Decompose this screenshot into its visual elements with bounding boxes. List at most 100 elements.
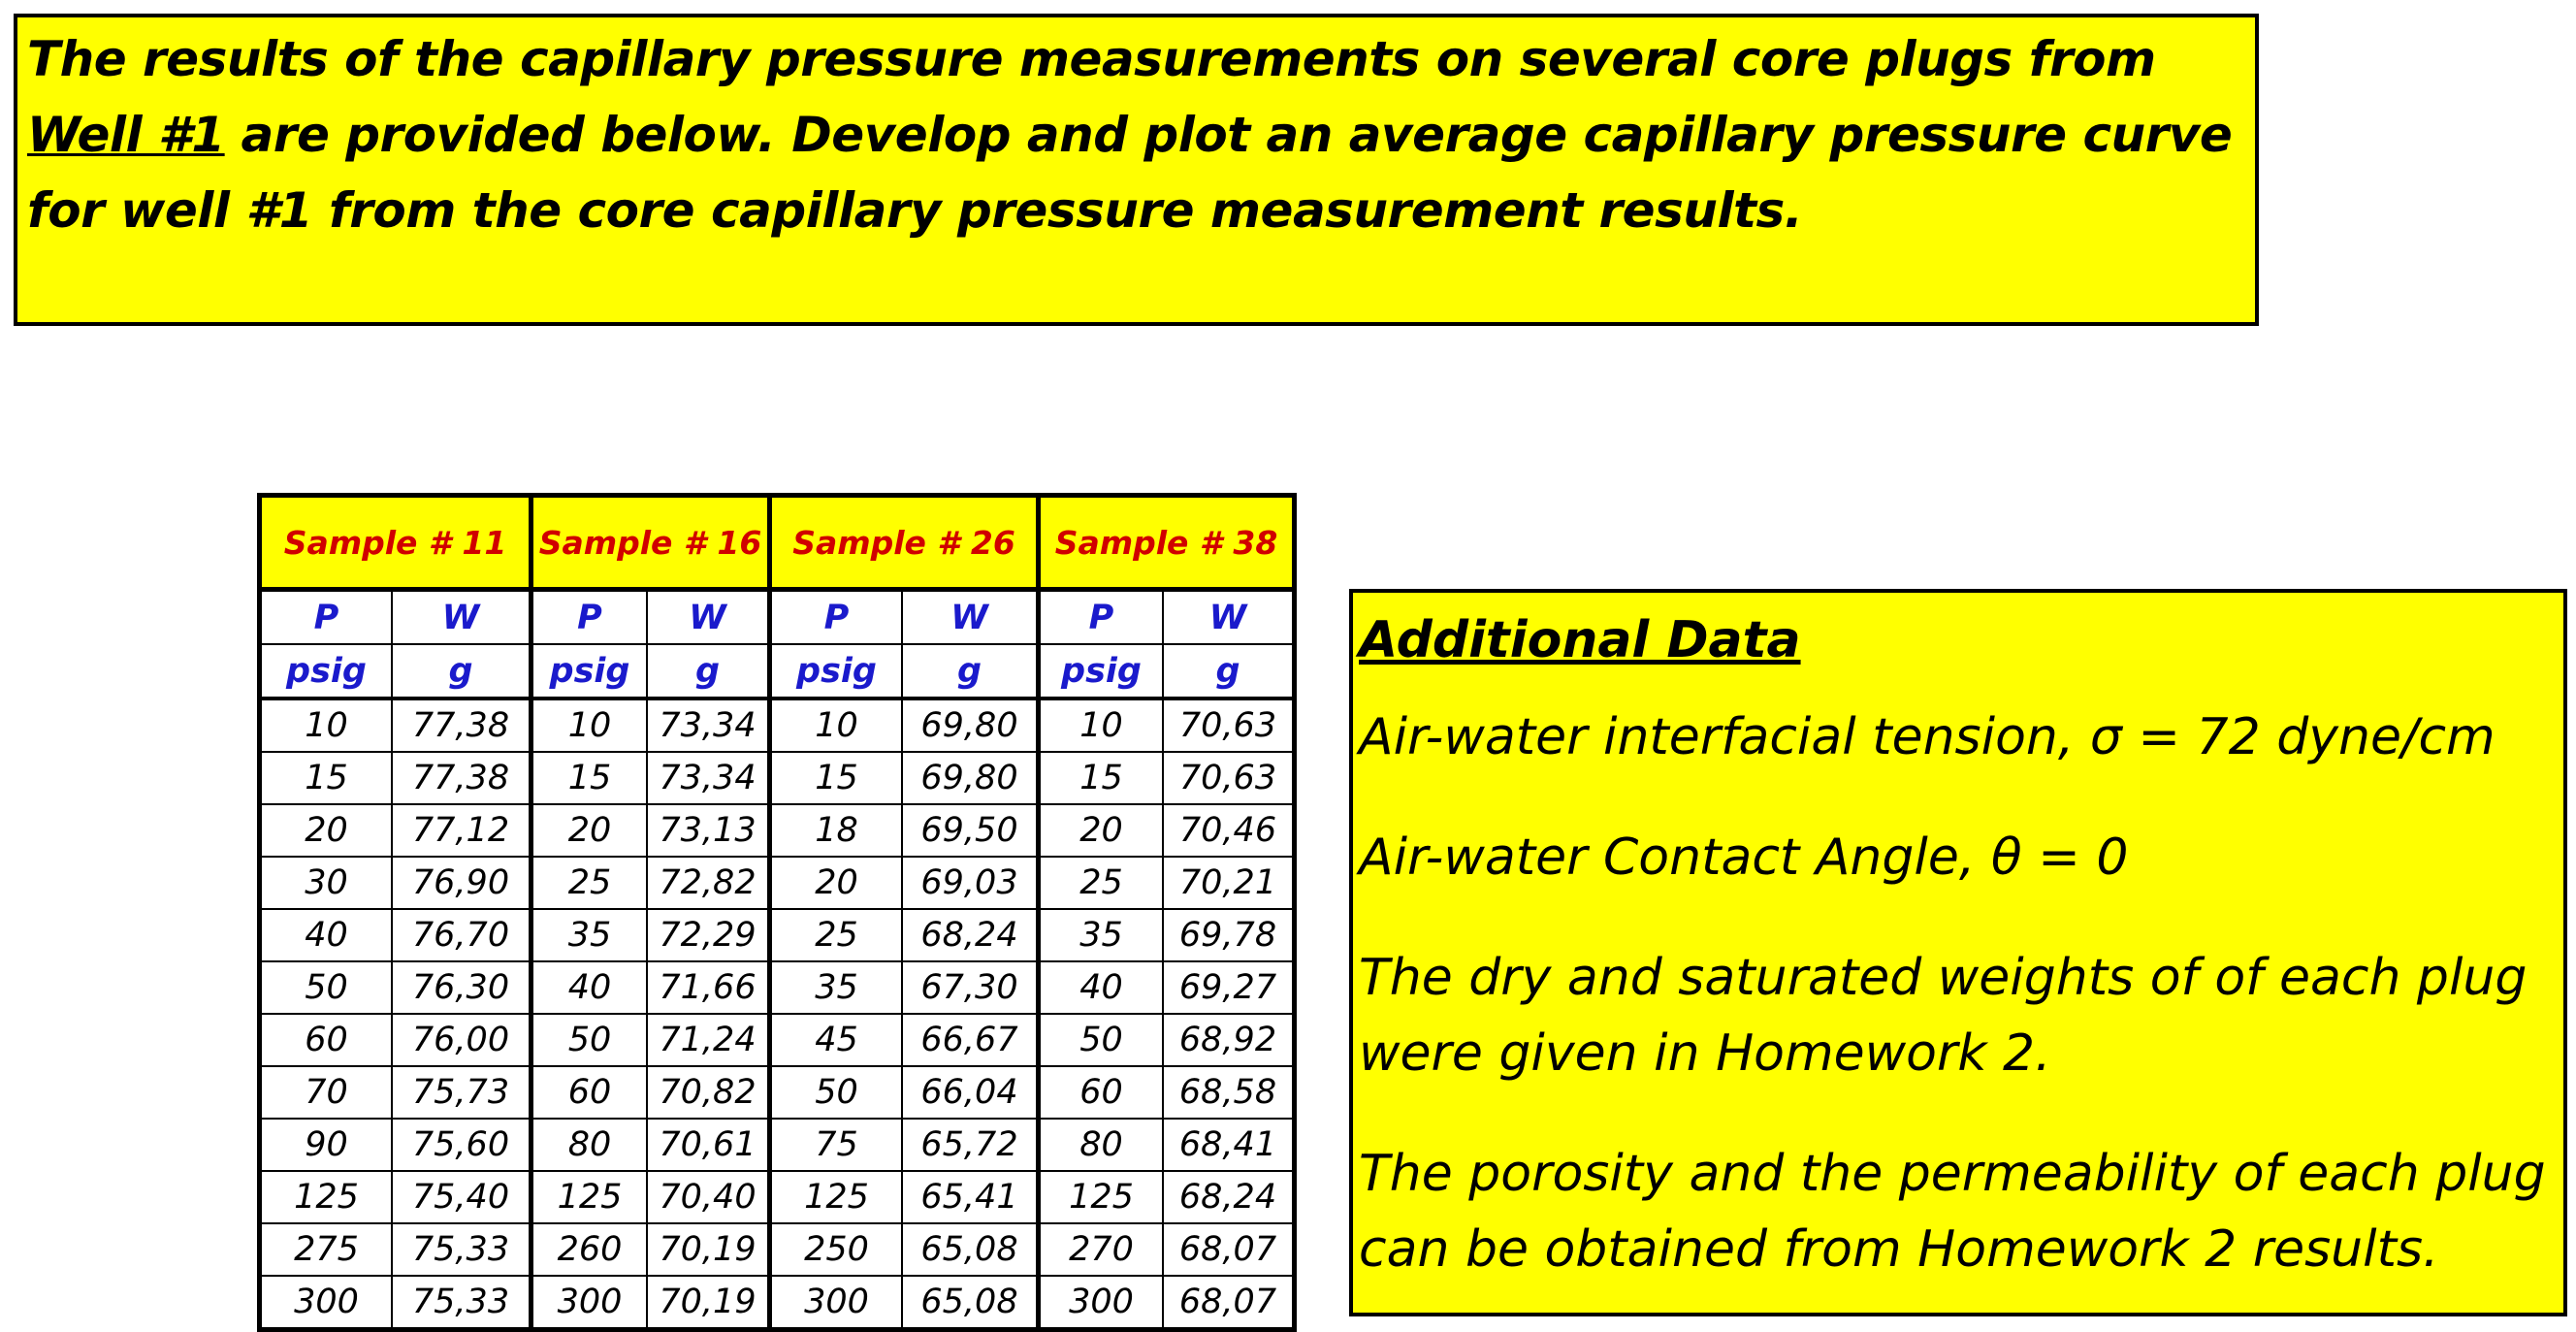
additional-item: Air-water Contact Angle, θ = 0 [1359,828,2129,887]
table-cell: 90 [258,1118,393,1172]
data-row: 90 75,60 80 70,61 75 65,72 80 68,41 [258,1118,1296,1172]
table-cell: 68,07 [1162,1275,1296,1331]
table-cell: 15 [1036,751,1164,805]
table-cell: 69,03 [901,856,1040,910]
data-row: 60 76,00 50 71,24 45 66,67 50 68,92 [258,1013,1296,1067]
table-cell: 60 [529,1065,648,1120]
column-name: P [258,588,393,645]
table-cell: 72,29 [646,908,771,962]
table-cell: 15 [767,751,903,805]
column-unit: psig [529,643,648,700]
table-cell: 300 [1036,1275,1164,1331]
table-cell: 60 [1036,1065,1164,1120]
data-row: 70 75,73 60 70,82 50 66,04 60 68,58 [258,1065,1296,1120]
table-cell: 70,61 [646,1118,771,1172]
column-unit: g [1162,643,1296,700]
data-row: 10 77,38 10 73,34 10 69,80 10 70,63 [258,698,1296,753]
table-cell: 69,50 [901,803,1040,858]
table-cell: 125 [767,1170,903,1224]
table-cell: 20 [529,803,648,858]
table-cell: 68,92 [1162,1013,1296,1067]
table-cell: 30 [258,856,393,910]
column-unit: psig [1036,643,1164,700]
table-cell: 68,24 [1162,1170,1296,1224]
table-cell: 73,13 [646,803,771,858]
table-cell: 18 [767,803,903,858]
table-cell: 300 [258,1275,393,1331]
table-cell: 65,08 [901,1275,1040,1331]
table-cell: 45 [767,1013,903,1067]
column-name: W [901,588,1040,645]
table-cell: 10 [529,698,648,753]
table-cell: 70 [258,1065,393,1120]
table-cell: 70,40 [646,1170,771,1224]
table-cell: 35 [529,908,648,962]
table-cell: 270 [1036,1222,1164,1277]
sample-header: Sample # 26 [767,494,1040,592]
column-unit: psig [767,643,903,700]
column-name: W [646,588,771,645]
table-cell: 66,67 [901,1013,1040,1067]
data-row: 300 75,33 300 70,19 300 65,08 300 68,07 [258,1275,1296,1331]
column-unit: g [646,643,771,700]
table-cell: 300 [529,1275,648,1331]
data-row: 50 76,30 40 71,66 35 67,30 40 69,27 [258,960,1296,1015]
table-cell: 70,19 [646,1275,771,1331]
table-cell: 10 [258,698,393,753]
table-cell: 68,41 [1162,1118,1296,1172]
problem-box: The results of the capillary pressure me… [14,14,2259,326]
table-cell: 75 [767,1118,903,1172]
table-cell: 65,41 [901,1170,1040,1224]
additional-item: The porosity and the permeability of eac… [1359,1145,2546,1279]
additional-title: Additional Data [1359,611,1801,669]
table-cell: 73,34 [646,698,771,753]
table-cell: 75,73 [391,1065,532,1120]
problem-link: Well #1 [27,107,225,163]
table-cell: 77,38 [391,698,532,753]
problem-text: are provided below. Develop and plot an … [27,107,2233,239]
table-cell: 125 [1036,1170,1164,1224]
table-cell: 70,63 [1162,751,1296,805]
table-cell: 15 [529,751,648,805]
table-cell: 77,38 [391,751,532,805]
table-cell: 68,07 [1162,1222,1296,1277]
table-cell: 50 [1036,1013,1164,1067]
table-cell: 70,63 [1162,698,1296,753]
table-cell: 69,80 [901,698,1040,753]
table-cell: 76,70 [391,908,532,962]
table-cell: 70,46 [1162,803,1296,858]
table-cell: 68,24 [901,908,1040,962]
additional-box: Additional Data Air-water interfacial te… [1349,589,2567,1316]
table-cell: 300 [767,1275,903,1331]
table-cell: 67,30 [901,960,1040,1015]
table-cell: 80 [1036,1118,1164,1172]
table-cell: 50 [767,1065,903,1120]
table-cell: 50 [529,1013,648,1067]
sample-header: Sample # 16 [529,494,771,592]
sample-header: Sample # 38 [1036,494,1296,592]
table-cell: 40 [529,960,648,1015]
table-cell: 75,33 [391,1222,532,1277]
column-name: W [1162,588,1296,645]
table-cell: 69,80 [901,751,1040,805]
column-unit: g [391,643,532,700]
column-name: P [767,588,903,645]
data-row: 125 75,40 125 70,40 125 65,41 125 68,24 [258,1170,1296,1224]
table-cell: 20 [1036,803,1164,858]
table-cell: 75,60 [391,1118,532,1172]
table-cell: 70,19 [646,1222,771,1277]
table-cell: 70,21 [1162,856,1296,910]
table-cell: 75,40 [391,1170,532,1224]
table-cell: 25 [529,856,648,910]
table-cell: 72,82 [646,856,771,910]
table-cell: 69,78 [1162,908,1296,962]
table-cell: 35 [1036,908,1164,962]
table-cell: 65,08 [901,1222,1040,1277]
table-cell: 80 [529,1118,648,1172]
sample-header-row: Sample # 11 Sample # 16 Sample # 26 Sample … [258,494,1296,592]
table-cell: 20 [258,803,393,858]
data-row: 20 77,12 20 73,13 18 69,50 20 70,46 [258,803,1296,858]
table-cell: 68,58 [1162,1065,1296,1120]
table-cell: 250 [767,1222,903,1277]
